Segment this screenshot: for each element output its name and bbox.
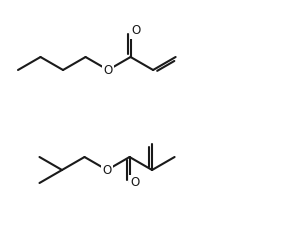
Text: O: O bbox=[130, 176, 139, 189]
Text: O: O bbox=[131, 24, 140, 37]
Text: O: O bbox=[102, 163, 112, 176]
Text: O: O bbox=[104, 63, 113, 76]
